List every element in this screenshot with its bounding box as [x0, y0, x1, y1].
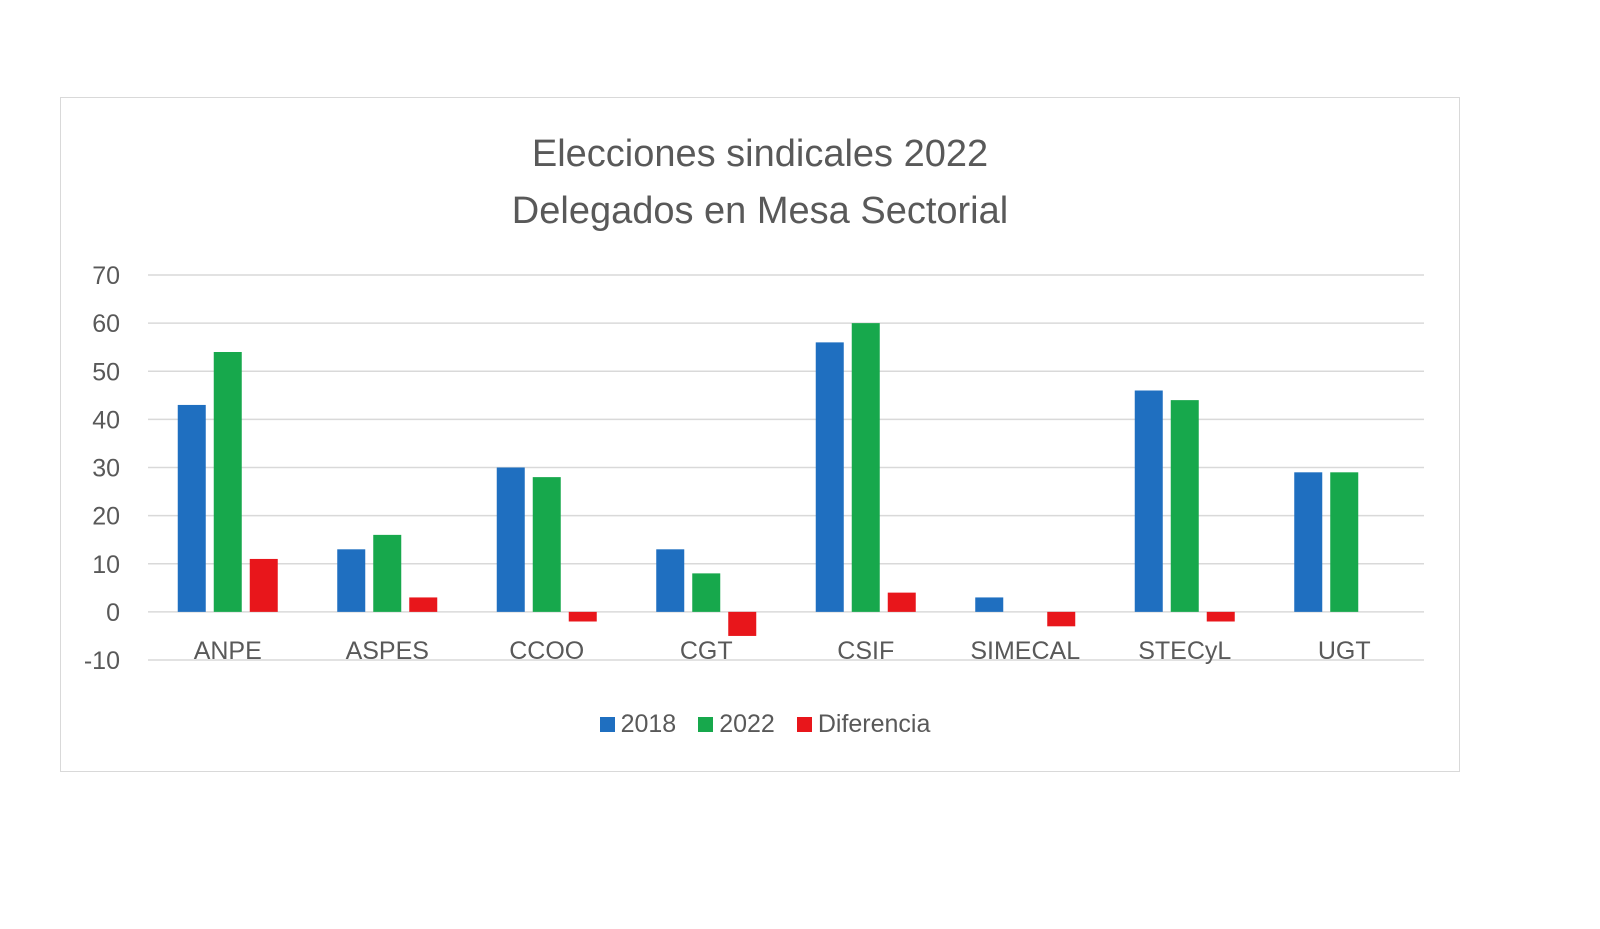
legend-label: 2018	[620, 710, 677, 738]
legend-item: 2018	[599, 710, 677, 739]
x-tick-label: STECyL	[1138, 637, 1231, 665]
bar-anpe-diferencia	[249, 558, 278, 612]
y-tick-label: 70	[92, 262, 120, 290]
bar-ccoo-diferencia	[568, 611, 597, 622]
y-tick-label: -10	[84, 647, 120, 675]
bar-csif-2022	[851, 323, 880, 612]
bar-csif-2018	[815, 342, 844, 612]
bar-stecyl-2022	[1170, 400, 1199, 612]
bar-aspes-2022	[373, 534, 402, 612]
bar-simecal-2018	[975, 597, 1004, 612]
legend-item: 2022	[698, 710, 775, 739]
y-tick-label: 10	[92, 551, 120, 579]
bar-cgt-2018	[656, 549, 685, 612]
bar-anpe-2018	[177, 404, 206, 612]
y-tick-label: 50	[92, 358, 120, 386]
x-tick-label: CSIF	[837, 637, 894, 665]
bar-ugt-2022	[1330, 472, 1359, 612]
chart-frame	[60, 97, 1460, 772]
legend-item: Diferencia	[796, 710, 931, 739]
chart-title: Elecciones sindicales 2022 Delegados en …	[60, 126, 1460, 240]
bar-cgt-diferencia	[728, 611, 757, 636]
y-tick-label: 20	[92, 503, 120, 531]
bar-stecyl-diferencia	[1206, 611, 1235, 622]
legend-label: 2022	[719, 710, 775, 738]
x-tick-label: UGT	[1318, 637, 1371, 665]
x-tick-label: CGT	[680, 637, 733, 665]
x-tick-label: ASPES	[346, 637, 429, 665]
y-tick-label: 0	[106, 599, 120, 627]
x-tick-label: ANPE	[194, 637, 262, 665]
legend-swatch	[599, 717, 615, 732]
legend-label: Diferencia	[817, 710, 931, 738]
bar-simecal-diferencia	[1047, 611, 1076, 627]
bar-stecyl-2018	[1134, 390, 1163, 612]
bar-anpe-2022	[213, 352, 242, 612]
bar-aspes-2018	[337, 549, 366, 612]
bar-ccoo-2018	[496, 467, 525, 612]
bar-ccoo-2022	[532, 477, 561, 612]
y-tick-label: 60	[92, 310, 120, 338]
bar-aspes-diferencia	[409, 597, 438, 612]
x-tick-label: CCOO	[509, 637, 584, 665]
y-tick-label: 30	[92, 455, 120, 483]
bar-cgt-2022	[692, 573, 721, 612]
x-tick-label: SIMECAL	[970, 637, 1080, 665]
bar-csif-diferencia	[887, 592, 916, 612]
chart-subtitle: Delegados en Mesa Sectorial	[511, 190, 1009, 232]
legend-swatch	[698, 717, 714, 732]
legend: 2018 2022 Diferencia	[0, 710, 1530, 739]
y-tick-label: 40	[92, 406, 120, 434]
legend-swatch	[796, 717, 812, 732]
chart-title-line1: Elecciones sindicales 2022	[531, 133, 989, 175]
bar-ugt-2018	[1294, 472, 1323, 612]
